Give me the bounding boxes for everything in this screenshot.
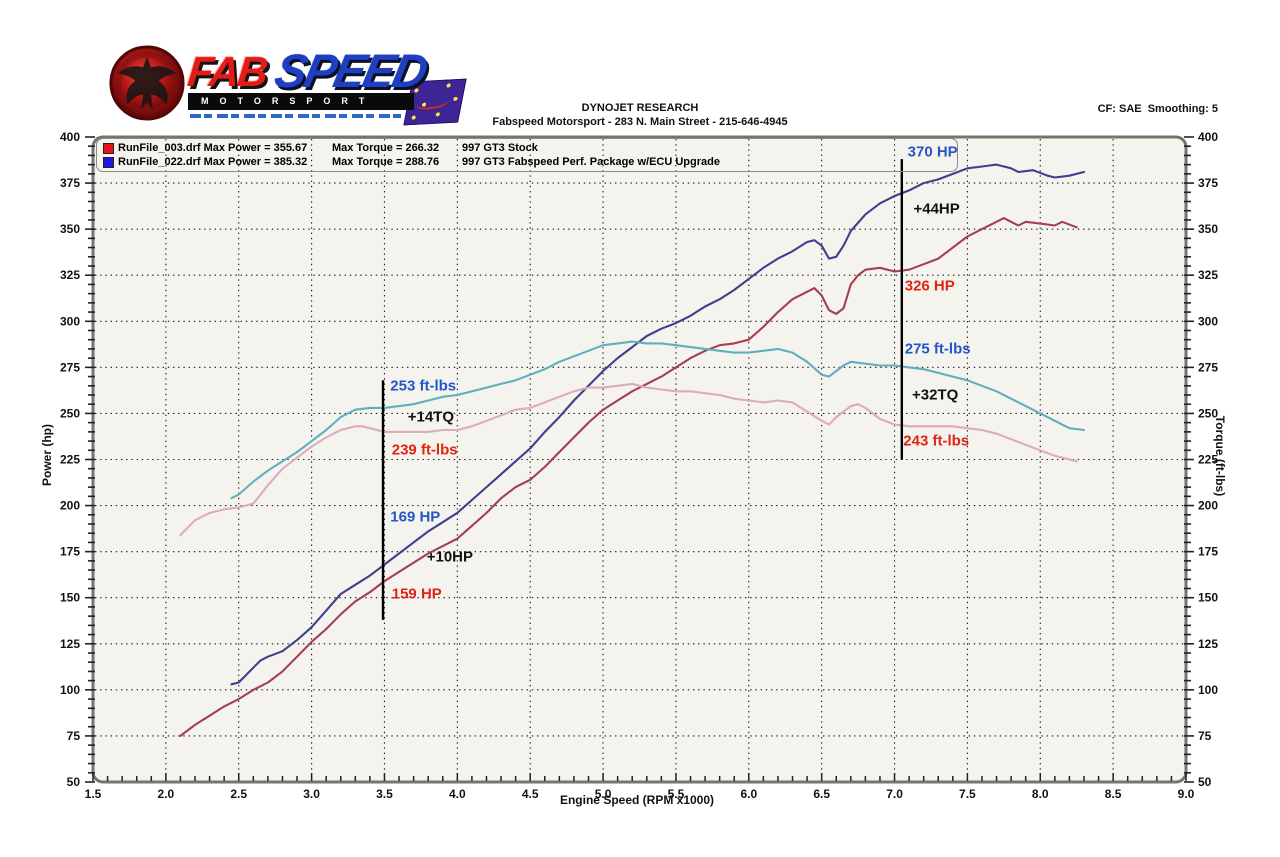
curve-997-gt3-stock-power-hp (179, 217, 1078, 737)
y-tick-label-left: 75 (67, 729, 81, 743)
legend-file-stock: RunFile_003.drf Max Power = 355.67 (118, 142, 308, 154)
x-tick-label: 5.0 (595, 787, 612, 801)
x-tick-label: 4.0 (449, 787, 466, 801)
y-tick-label-left: 325 (60, 268, 80, 282)
x-tick-label: 2.0 (158, 787, 175, 801)
x-tick-label: 6.5 (813, 787, 830, 801)
x-tick-label: 7.0 (886, 787, 903, 801)
curve-997-gt3-stock-torque-ft-lbs (179, 382, 1078, 537)
y-axis-title-power: Power (hp) (40, 424, 54, 486)
y-tick-label-right: 50 (1198, 775, 1212, 789)
x-tick-label: 8.5 (1105, 787, 1122, 801)
y-tick-label-right: 150 (1198, 591, 1218, 605)
y-tick-label-left: 350 (60, 222, 80, 236)
y-tick-label-left: 250 (60, 406, 80, 420)
y-tick-label-right: 75 (1198, 729, 1212, 743)
legend-row-stock: RunFile_003.drf Max Power = 355.67 Max T… (103, 141, 957, 155)
y-tick-label-left: 400 (60, 130, 80, 144)
fabspeed-logo: FAB SPEED MOTORSPORT (108, 42, 467, 126)
y-tick-label-right: 400 (1198, 130, 1218, 144)
x-tick-label: 6.0 (740, 787, 757, 801)
legend-desc-fabspeed: 997 GT3 Fabspeed Perf. Package w/ECU Upg… (462, 156, 720, 168)
logo-speed-text: SPEED (270, 44, 431, 97)
y-tick-label-left: 200 (60, 499, 80, 513)
x-axis-title: Engine Speed (RPM x1000) (559, 793, 715, 807)
y-tick-label-left: 275 (60, 360, 80, 374)
logo-motorsport-bar: MOTORSPORT (188, 93, 414, 110)
y-tick-label-right: 200 (1198, 499, 1218, 513)
x-tick-label: 5.5 (668, 787, 685, 801)
y-tick-label-left: 300 (60, 314, 80, 328)
y-tick-label-left: 150 (60, 591, 80, 605)
y-tick-label-right: 375 (1198, 176, 1218, 190)
y-tick-label-left: 225 (60, 453, 80, 467)
curve-997-gt3-fabspeed-perf-package-w-ecu-upgrade-torque-ft-lbs (230, 340, 1086, 500)
x-tick-label: 3.0 (303, 787, 320, 801)
y-tick-label-right: 125 (1198, 637, 1218, 651)
y-tick-label-right: 250 (1198, 406, 1218, 420)
y-tick-label-right: 275 (1198, 360, 1218, 374)
legend-swatch-red (103, 142, 114, 154)
y-tick-label-left: 175 (60, 545, 80, 559)
y-tick-label-left: 50 (67, 775, 81, 789)
correction-smoothing-label: CF: SAE Smoothing: 5 (1097, 103, 1218, 115)
y-tick-label-left: 125 (60, 637, 80, 651)
curve-997-gt3-fabspeed-perf-package-w-ecu-upgrade-power-hp (230, 163, 1086, 686)
legend-desc-stock: 997 GT3 Stock (462, 142, 538, 154)
y-tick-label-right: 350 (1198, 222, 1218, 236)
lab-title: DYNOJET RESEARCH (581, 102, 699, 114)
x-tick-label: 1.5 (85, 787, 102, 801)
legend-torque-fabspeed: Max Torque = 288.76 (332, 156, 440, 168)
x-tick-label: 3.5 (376, 787, 393, 801)
y-tick-label-right: 100 (1198, 683, 1218, 697)
plot-background (93, 137, 1186, 782)
shop-address: Fabspeed Motorsport - 283 N. Main Street… (492, 116, 788, 128)
x-tick-label: 8.0 (1032, 787, 1049, 801)
legend-swatch-blue (103, 156, 114, 168)
y-tick-label-right: 325 (1198, 268, 1218, 282)
legend-torque-stock: Max Torque = 266.32 (332, 142, 440, 154)
y-tick-label-right: 300 (1198, 314, 1218, 328)
legend-box: RunFile_003.drf Max Power = 355.67 Max T… (96, 138, 958, 172)
logo-fab-text: FAB (185, 48, 269, 95)
logo-tagline-strip (190, 114, 422, 118)
legend-file-fabspeed: RunFile_022.drf Max Power = 385.32 (118, 156, 308, 168)
y-tick-label-left: 100 (60, 683, 80, 697)
x-tick-label: 2.5 (230, 787, 247, 801)
y-tick-label-right: 175 (1198, 545, 1218, 559)
legend-row-fabspeed: RunFile_022.drf Max Power = 385.32 Max T… (103, 155, 957, 169)
y-tick-label-right: 225 (1198, 453, 1218, 467)
x-tick-label: 4.5 (522, 787, 539, 801)
eagle-emblem-icon (109, 45, 185, 121)
y-tick-label-left: 375 (60, 176, 80, 190)
x-tick-label: 7.5 (959, 787, 976, 801)
y-axis-title-torque: Torque (ft-lbs) (1213, 415, 1227, 497)
x-tick-label: 9.0 (1178, 787, 1195, 801)
